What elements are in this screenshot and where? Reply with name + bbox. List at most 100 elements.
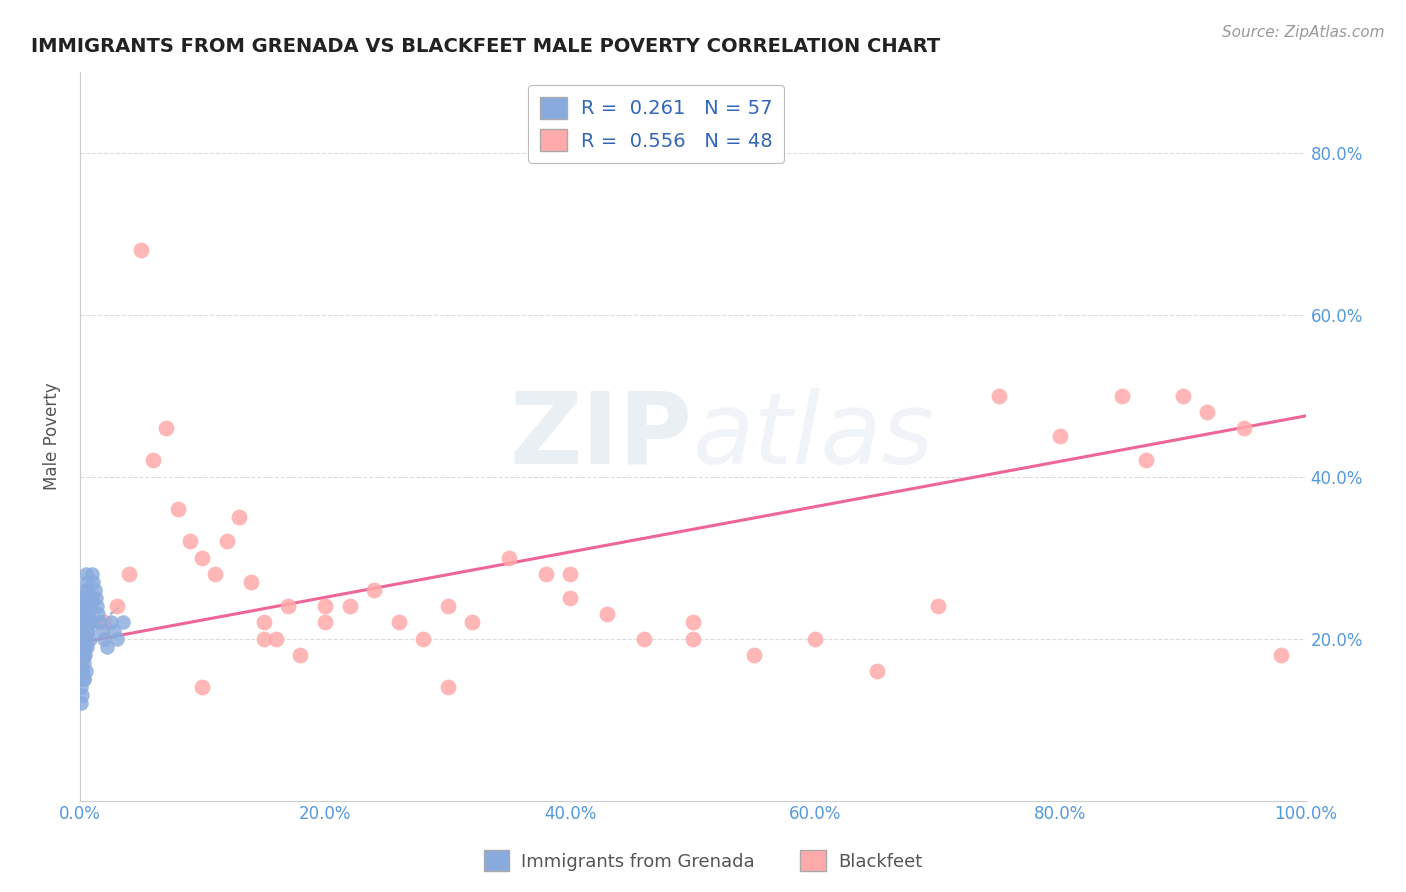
Point <box>1197 405 1219 419</box>
Point <box>89 615 111 630</box>
Point <box>75 591 97 606</box>
Point <box>804 632 827 646</box>
Point <box>82 574 104 589</box>
Point <box>204 566 226 581</box>
Point <box>155 421 177 435</box>
Point <box>191 680 214 694</box>
Point <box>1111 389 1133 403</box>
Point <box>1049 429 1071 443</box>
Point <box>129 243 152 257</box>
Point <box>72 632 94 646</box>
Point <box>264 632 287 646</box>
Point <box>558 591 581 606</box>
Point <box>82 591 104 606</box>
Point <box>436 680 458 694</box>
Point <box>1270 648 1292 662</box>
Point <box>72 648 94 662</box>
Text: Source: ZipAtlas.com: Source: ZipAtlas.com <box>1222 25 1385 40</box>
Point <box>927 599 949 614</box>
Point <box>77 607 100 622</box>
Point <box>75 566 97 581</box>
Point <box>80 599 103 614</box>
Point <box>596 607 619 622</box>
Point <box>534 566 557 581</box>
Point <box>76 599 98 614</box>
Point <box>76 574 98 589</box>
Point <box>253 615 276 630</box>
Point <box>79 632 101 646</box>
Point <box>363 582 385 597</box>
Point <box>80 615 103 630</box>
Point <box>79 615 101 630</box>
Point <box>70 648 93 662</box>
Point <box>75 607 97 622</box>
Point <box>84 591 107 606</box>
Point <box>682 632 704 646</box>
Point <box>93 632 115 646</box>
Point <box>76 640 98 654</box>
Point <box>277 599 299 614</box>
Point <box>290 648 312 662</box>
Point <box>72 624 94 638</box>
Point <box>72 672 94 686</box>
Point <box>77 624 100 638</box>
Point <box>70 656 93 670</box>
Point <box>72 689 94 703</box>
Point <box>314 615 336 630</box>
Point <box>73 582 96 597</box>
Point <box>240 574 263 589</box>
Point <box>558 566 581 581</box>
Point <box>72 607 94 622</box>
Point <box>412 632 434 646</box>
Point <box>100 615 122 630</box>
Point <box>865 664 887 678</box>
Point <box>228 510 250 524</box>
Point <box>339 599 361 614</box>
Point <box>72 656 94 670</box>
Point <box>498 550 520 565</box>
Point <box>70 697 93 711</box>
Point <box>167 502 190 516</box>
Point <box>86 599 108 614</box>
Point <box>215 534 238 549</box>
Legend: Immigrants from Grenada, Blackfeet: Immigrants from Grenada, Blackfeet <box>477 843 929 879</box>
Point <box>87 607 110 622</box>
Point <box>253 632 276 646</box>
Text: ZIP: ZIP <box>510 388 693 484</box>
Point <box>988 389 1011 403</box>
Point <box>79 591 101 606</box>
Point <box>72 615 94 630</box>
Point <box>70 615 93 630</box>
Point <box>70 680 93 694</box>
Text: IMMIGRANTS FROM GRENADA VS BLACKFEET MALE POVERTY CORRELATION CHART: IMMIGRANTS FROM GRENADA VS BLACKFEET MAL… <box>31 37 941 56</box>
Point <box>118 566 141 581</box>
Point <box>142 453 165 467</box>
Point <box>103 624 125 638</box>
Point <box>73 640 96 654</box>
Point <box>96 640 118 654</box>
Point <box>73 615 96 630</box>
Point <box>105 632 128 646</box>
Point <box>82 566 104 581</box>
Point <box>93 615 115 630</box>
Legend: R =  0.261   N = 57, R =  0.556   N = 48: R = 0.261 N = 57, R = 0.556 N = 48 <box>529 85 783 163</box>
Point <box>179 534 201 549</box>
Point <box>1171 389 1194 403</box>
Point <box>105 599 128 614</box>
Point <box>1233 421 1256 435</box>
Point <box>70 632 93 646</box>
Point <box>75 632 97 646</box>
Point <box>436 599 458 614</box>
Point <box>191 550 214 565</box>
Point <box>75 664 97 678</box>
Point <box>314 599 336 614</box>
Point <box>73 599 96 614</box>
Point <box>72 672 94 686</box>
Point <box>72 640 94 654</box>
Point <box>682 615 704 630</box>
Point <box>77 582 100 597</box>
Point <box>73 648 96 662</box>
Point <box>83 582 105 597</box>
Point <box>633 632 655 646</box>
Point <box>1135 453 1157 467</box>
